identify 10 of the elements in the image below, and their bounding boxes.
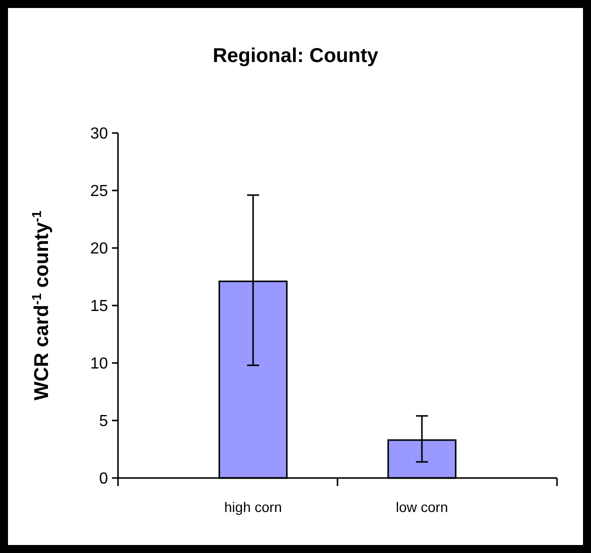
y-tick-label: 10 (90, 356, 108, 373)
y-tick-label: 25 (90, 183, 108, 200)
x-tick-label: low corn (396, 499, 448, 515)
x-tick-label: high corn (224, 499, 282, 515)
y-tick-label: 20 (90, 240, 108, 258)
y-tick-label: 15 (90, 298, 108, 316)
y-tick-label: 0 (99, 470, 108, 488)
chart-title: Regional: County (212, 45, 380, 67)
y-tick-label: 5 (99, 413, 108, 430)
y-tick-label: 30 (90, 126, 108, 143)
